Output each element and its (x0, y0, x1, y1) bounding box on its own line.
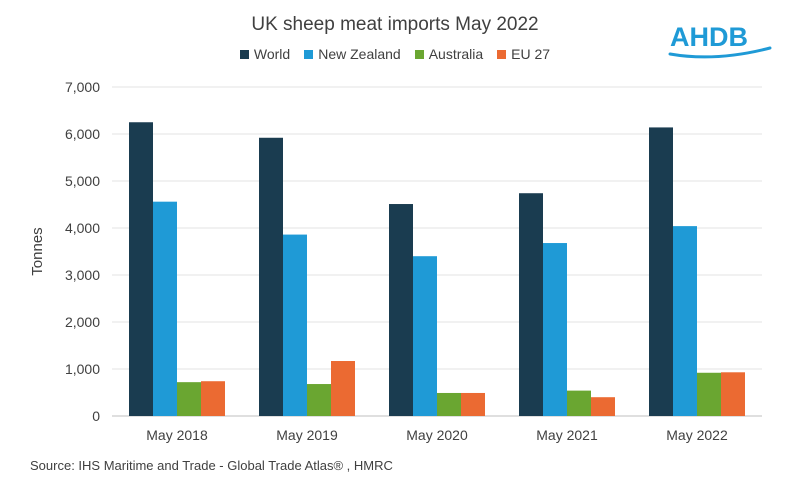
ahdb-logo: AHDB (668, 22, 772, 59)
bar-eu-27-may-2022 (721, 372, 745, 416)
bar-eu-27-may-2018 (201, 381, 225, 416)
bar-new-zealand-may-2022 (673, 226, 697, 416)
bar-new-zealand-may-2019 (283, 234, 307, 416)
legend-swatch-eu27 (497, 49, 507, 59)
x-tick-label: May 2022 (666, 427, 728, 443)
y-tick-label: 1,000 (65, 361, 100, 377)
y-tick-label: 0 (92, 408, 100, 424)
bar-australia-may-2022 (697, 372, 721, 416)
legend-swatch-world (239, 49, 249, 59)
y-tick-label: 2,000 (65, 314, 100, 330)
bar-australia-may-2019 (307, 384, 331, 416)
chart-legend: World New Zealand Australia EU 27 (0, 46, 790, 62)
x-tick-label: May 2020 (406, 427, 468, 443)
legend-label-world: World (253, 46, 291, 62)
bar-world-may-2018 (129, 122, 153, 416)
y-tick-label: 6,000 (65, 126, 100, 142)
bar-new-zealand-may-2021 (543, 243, 567, 416)
y-tick-label: 5,000 (65, 173, 100, 189)
y-tick-label: 4,000 (65, 220, 100, 236)
legend-label-australia: Australia (428, 46, 484, 62)
legend-label-new-zealand: New Zealand (318, 46, 401, 62)
legend-item-eu27: EU 27 (497, 46, 550, 62)
bar-australia-may-2018 (177, 382, 201, 416)
legend-item-world: World (239, 46, 291, 62)
legend-swatch-new-zealand (304, 49, 314, 59)
x-tick-label: May 2018 (146, 427, 208, 443)
bar-australia-may-2020 (437, 392, 461, 416)
bar-new-zealand-may-2020 (413, 256, 437, 416)
bar-eu-27-may-2020 (461, 392, 485, 416)
bar-world-may-2020 (389, 204, 413, 416)
logo-text: AHDB (670, 22, 748, 52)
source-note: Source: IHS Maritime and Trade - Global … (30, 458, 393, 473)
legend-item-new-zealand: New Zealand (304, 46, 401, 62)
bar-new-zealand-may-2018 (153, 201, 177, 416)
bar-australia-may-2021 (567, 390, 591, 416)
chart-title: UK sheep meat imports May 2022 (251, 14, 539, 35)
x-tick-label: May 2019 (276, 427, 338, 443)
logo-swoosh-icon (668, 46, 772, 59)
legend-label-eu27: EU 27 (511, 46, 551, 62)
bar-world-may-2022 (649, 127, 673, 417)
legend-item-australia: Australia (414, 46, 484, 62)
x-tick-label: May 2021 (536, 427, 598, 443)
y-axis-title: Tonnes (29, 227, 46, 275)
y-tick-label: 3,000 (65, 267, 100, 283)
bar-world-may-2021 (519, 193, 543, 416)
bar-eu-27-may-2021 (591, 397, 615, 416)
y-tick-label: 7,000 (65, 79, 100, 95)
bar-eu-27-may-2019 (331, 361, 355, 416)
legend-swatch-australia (414, 49, 424, 59)
bar-world-may-2019 (259, 137, 283, 416)
